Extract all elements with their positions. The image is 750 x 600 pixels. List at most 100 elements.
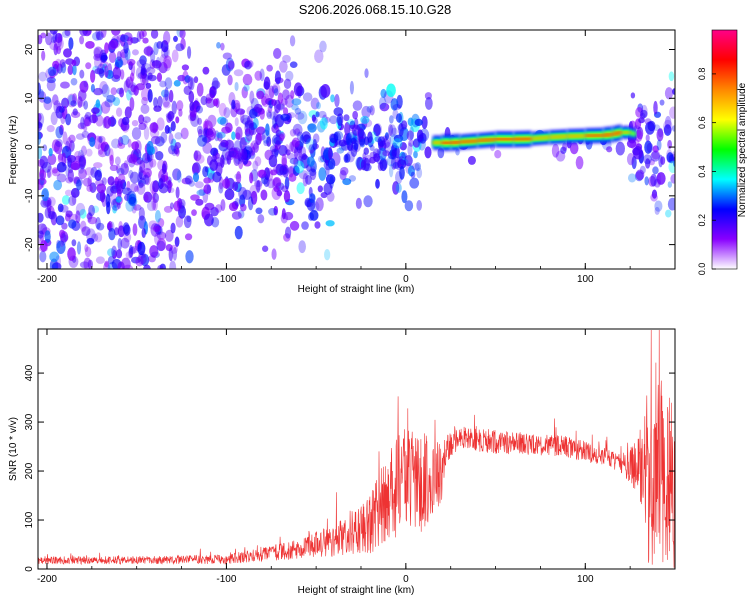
- spectrogram-cell: [220, 42, 225, 51]
- ridge-segment: [603, 133, 613, 137]
- spectrogram-cell: [173, 200, 182, 212]
- spectrogram-cell: [123, 160, 129, 169]
- spectrogram-cell: [414, 118, 423, 127]
- spectrogram-cell: [61, 195, 71, 205]
- spectrogram-cell: [75, 133, 85, 140]
- spectrogram-cell: [268, 85, 275, 99]
- spectrogram-cell: [39, 250, 47, 263]
- spectrogram-cell: [117, 142, 126, 149]
- spectrogram-cell: [192, 172, 200, 183]
- spectrogram-cell: [240, 114, 251, 125]
- spectrogram-cell: [109, 154, 114, 166]
- spectrogram-cell: [106, 94, 116, 103]
- spectrogram-cell: [363, 195, 373, 208]
- spectrogram-cell: [185, 250, 194, 264]
- spectrogram-cell: [352, 110, 358, 120]
- spectrogram-cell: [46, 125, 55, 133]
- spectrogram-cell: [129, 72, 135, 82]
- spectrogram-cell: [249, 142, 254, 157]
- y-tick-label: 20: [24, 44, 35, 56]
- spectrogram-cell: [176, 100, 184, 112]
- spectrogram-cell: [100, 101, 111, 114]
- spectrogram-cell: [116, 167, 125, 176]
- spectrogram-cell: [160, 53, 167, 64]
- spectrogram-cell: [399, 166, 405, 180]
- spectrogram-cell: [55, 215, 65, 226]
- spectrogram-cell: [289, 157, 299, 165]
- spectrogram-cell: [404, 200, 414, 212]
- spectrogram-cell: [494, 149, 502, 159]
- spectrogram-cell: [193, 76, 199, 84]
- spectrogram-cell: [168, 247, 174, 262]
- spectrogram-cell: [282, 89, 290, 100]
- spectrogram-cell: [241, 86, 248, 99]
- spectrogram-cell: [193, 150, 202, 162]
- spectrogram-cell: [626, 139, 637, 149]
- spectrogram-cell: [128, 248, 133, 259]
- spectrogram-cell: [148, 255, 156, 263]
- spectrogram-cell: [161, 163, 167, 175]
- spectrogram-cell: [398, 122, 404, 137]
- spectrogram-cell: [72, 108, 78, 116]
- spectrogram-cell: [117, 238, 123, 251]
- spectrogram-cell: [142, 152, 151, 164]
- spectrogram-cell: [168, 89, 174, 103]
- spectrogram-cell: [172, 247, 178, 261]
- spectrogram-cell: [108, 228, 116, 241]
- spectrogram-cell: [197, 117, 202, 126]
- spectrogram-cell: [252, 117, 259, 129]
- spectrogram-cell: [39, 155, 48, 169]
- spectrogram-cell: [401, 190, 408, 204]
- spectrogram-cell: [196, 82, 204, 97]
- spectrogram-cell: [115, 249, 123, 259]
- spectrogram-cell: [409, 177, 420, 189]
- spectrogram-cell: [84, 246, 92, 258]
- spectrogram-cell: [204, 118, 209, 130]
- spectrogram-cell: [663, 119, 673, 134]
- spectrogram-cell: [137, 177, 147, 187]
- spectrogram-frame: [37, 29, 676, 270]
- spectrogram-cell: [211, 217, 220, 228]
- spectrogram-cell: [75, 202, 86, 216]
- spectrogram-cell: [384, 141, 392, 154]
- spectrogram-cell: [80, 145, 87, 157]
- spectrogram-cell: [373, 153, 381, 163]
- spectrogram-cell: [238, 273, 244, 285]
- spectrogram-cell: [294, 112, 305, 120]
- spectrogram-cell: [110, 115, 115, 127]
- spectrogram-cell: [273, 205, 279, 216]
- spectrogram-cell: [167, 187, 175, 194]
- spectrogram-cell: [630, 92, 636, 99]
- spectrogram-cell: [330, 94, 335, 103]
- spectrogram-cell: [160, 45, 170, 59]
- spectrogram-cell: [257, 169, 267, 178]
- spectrogram-cell: [85, 41, 95, 49]
- colorbar-scale: [711, 29, 738, 270]
- spectrogram-cell: [575, 156, 584, 170]
- spectrogram-cell: [38, 113, 42, 122]
- spectrogram-cell: [81, 130, 90, 139]
- spectrogram-cell: [160, 173, 166, 188]
- spectrogram-cell: [349, 80, 354, 95]
- spectrogram-cell: [204, 202, 215, 211]
- spectrogram-cell: [670, 174, 675, 184]
- spectrogram-cell: [157, 95, 163, 108]
- spectrogram-cell: [297, 110, 308, 125]
- spectrogram-cell: [263, 81, 270, 90]
- spectrogram-cell: [324, 249, 331, 261]
- spectrogram-cell: [224, 188, 235, 201]
- spectrogram-cell: [212, 171, 222, 183]
- spectrogram-cell: [271, 124, 280, 134]
- spectrogram-cell: [387, 124, 394, 136]
- spectrogram-cell: [38, 146, 43, 160]
- spectrogram-cell: [234, 117, 239, 127]
- spectrogram-cell: [120, 162, 129, 176]
- spectrogram-cell: [392, 181, 400, 195]
- spectrogram-cell: [107, 248, 116, 257]
- spectrogram-cell: [149, 158, 157, 168]
- spectrogram-cell: [228, 147, 235, 158]
- spectrogram-cell: [315, 197, 324, 212]
- spectrogram-cell: [99, 81, 109, 95]
- spectrogram-cell: [227, 74, 233, 86]
- spectrogram-cell: [221, 157, 230, 165]
